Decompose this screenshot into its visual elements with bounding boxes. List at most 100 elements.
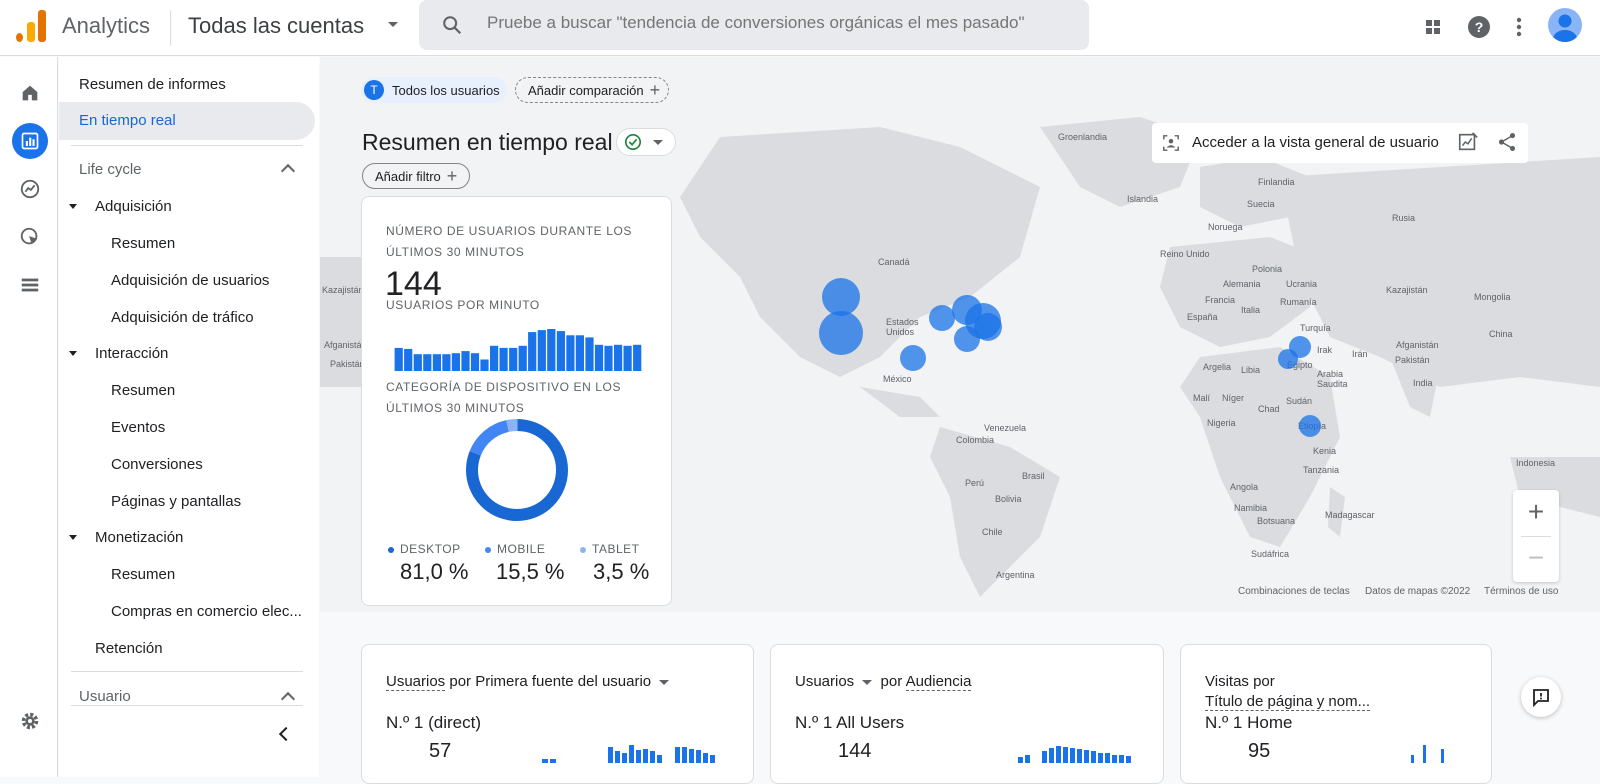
add-filter-button[interactable]: Añadir filtro + [362,163,471,189]
avatar[interactable] [1548,8,1582,42]
search-bar[interactable] [419,0,1089,50]
nav-acquisition[interactable]: Adquisición [95,198,172,215]
minute-bar[interactable] [623,345,632,371]
nav-engagement[interactable]: Interacción [95,345,169,362]
terms-link[interactable]: Términos de uso [1484,586,1559,597]
user-location-bubble[interactable] [1278,349,1298,369]
realtime-status-dropdown[interactable] [616,128,676,156]
analytics-logo[interactable] [16,10,46,42]
expand-triangle-icon[interactable] [69,204,77,209]
reports-button[interactable] [12,123,48,159]
chevron-down-icon[interactable] [388,22,398,27]
collapse-nav-icon[interactable] [278,726,294,742]
account-selector[interactable]: Todas las cuentas [188,13,365,38]
metric-selector[interactable]: Usuarios [386,673,446,691]
customize-report-icon[interactable] [1457,131,1479,153]
nav-section-user[interactable]: Usuario [79,688,131,705]
minute-bar[interactable] [633,344,642,371]
users-per-minute-chart[interactable] [394,325,642,371]
chevron-down-icon[interactable] [862,679,873,685]
legend-label: MOBILE [497,542,546,556]
metric-selector[interactable]: Usuarios [795,673,855,690]
explore-button[interactable] [12,171,48,207]
minute-bar[interactable] [518,345,527,371]
nav-eng-overview[interactable]: Resumen [111,382,176,399]
zoom-in-button[interactable]: + [1527,496,1545,527]
chevron-up-icon[interactable] [280,691,296,707]
minute-bar[interactable] [480,359,489,372]
minute-bar[interactable] [575,335,584,371]
user-location-bubble[interactable] [822,278,860,316]
nav-mon-overview[interactable]: Resumen [111,566,176,583]
minute-bar[interactable] [490,345,499,371]
minute-bar[interactable] [451,353,460,371]
user-location-bubble[interactable] [954,326,980,352]
nav-retention[interactable]: Retención [95,640,163,657]
nav-monetization[interactable]: Monetización [95,529,184,546]
minute-bar[interactable] [442,354,451,371]
nav-mon-ecommerce[interactable]: Compras en comercio elec... [111,603,302,620]
user-location-bubble[interactable] [1299,415,1321,437]
minute-bar[interactable] [404,348,413,371]
minute-bar[interactable] [614,344,623,371]
nav-eng-conversions[interactable]: Conversiones [111,456,203,473]
minute-bar[interactable] [413,354,422,371]
dimension-selector[interactable]: Título de página y nom... [1205,693,1371,711]
nav-eng-events[interactable]: Eventos [111,419,166,436]
minute-bar[interactable] [432,354,441,371]
configure-button[interactable] [12,267,48,303]
share-icon[interactable] [1496,131,1518,153]
minute-bar[interactable] [499,347,508,371]
dimension-selector[interactable]: Audiencia [905,673,972,691]
add-comparison-button[interactable]: Añadir comparación + [515,77,669,103]
minute-bar[interactable] [537,330,546,371]
minute-bar[interactable] [528,332,537,371]
minute-bar[interactable] [470,353,480,371]
nav-acq-user[interactable]: Adquisición de usuarios [111,272,270,289]
search-input[interactable] [487,13,1067,33]
device-donut-chart[interactable] [464,417,570,523]
nav-section-lifecycle[interactable]: Life cycle [79,161,142,178]
dimension-selector[interactable]: por Primera fuente del usuario [449,673,652,690]
nav-reports-snapshot[interactable]: Resumen de informes [79,76,226,93]
nav-acq-overview[interactable]: Resumen [111,235,176,252]
chevron-up-icon[interactable] [280,163,296,179]
zoom-out-button[interactable]: − [1527,542,1545,573]
minute-bar[interactable] [394,347,403,371]
chevron-down-icon[interactable] [659,679,670,685]
card-title-line1[interactable]: Visitas por [1205,673,1275,690]
feedback-button[interactable] [1521,677,1561,717]
map-label: Mongolia [1474,292,1511,302]
user-location-bubble[interactable] [929,305,955,331]
minute-bar[interactable] [461,351,470,371]
user-overview-link[interactable]: Acceder a la vista general de usuario [1192,134,1439,151]
donut-slice-tablet[interactable] [466,419,568,521]
card-title[interactable]: Usuarios por Audiencia [795,673,972,691]
minute-bar[interactable] [509,347,518,371]
donut-slice-desktop[interactable] [466,419,568,521]
nav-realtime[interactable]: En tiempo real [59,102,315,140]
minute-bar[interactable] [594,344,604,371]
minute-bar[interactable] [547,329,556,371]
minute-bar[interactable] [585,337,594,371]
keyboard-shortcuts-link[interactable]: Combinaciones de teclas [1238,586,1350,597]
expand-triangle-icon[interactable] [69,535,77,540]
minute-bar[interactable] [604,345,613,371]
home-button[interactable] [12,75,48,111]
apps-icon[interactable] [1420,14,1446,40]
nav-acq-traffic[interactable]: Adquisición de tráfico [111,309,254,326]
user-location-bubble[interactable] [900,345,926,371]
help-icon[interactable]: ? [1466,14,1492,40]
user-snapshot-icon[interactable] [1162,134,1180,152]
minute-bar[interactable] [566,335,575,371]
settings-button[interactable] [12,703,48,739]
segment-chip[interactable]: T Todos los usuarios [361,77,507,103]
user-location-bubble[interactable] [819,311,863,355]
more-vert-icon[interactable] [1506,14,1532,40]
expand-triangle-icon[interactable] [69,351,77,356]
nav-eng-pages[interactable]: Páginas y pantallas [111,493,242,510]
minute-bar[interactable] [556,331,565,371]
minute-bar[interactable] [423,354,432,371]
card-title[interactable]: Usuarios por Primera fuente del usuario [386,673,670,691]
advertising-button[interactable] [12,219,48,255]
